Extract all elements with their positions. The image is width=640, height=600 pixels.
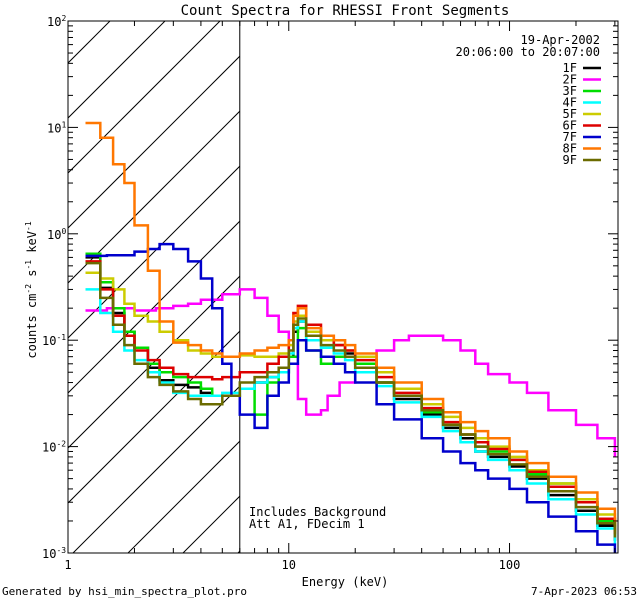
y-tick-label: 102	[47, 14, 66, 29]
footer-timestamp: 7-Apr-2023 06:53	[531, 585, 637, 598]
chart-title: Count Spectra for RHESSI Front Segments	[181, 3, 510, 19]
y-axis-label: counts cm-2 s-1 keV-1	[24, 221, 39, 358]
legend-label-7F: 7F	[563, 130, 577, 144]
legend-label-3F: 3F	[563, 84, 577, 98]
legend-label-6F: 6F	[563, 119, 577, 133]
series-9F	[85, 261, 617, 538]
y-label-sup1: -2	[24, 284, 33, 294]
date-label: 19-Apr-2002	[521, 33, 600, 47]
hatch-line	[68, 21, 111, 64]
hatch-line	[623, 21, 640, 553]
hatch-line	[403, 21, 640, 553]
series-6F	[85, 260, 617, 535]
attenuator-note: Att A1, FDecim 1	[249, 517, 365, 531]
x-tick-label: 1	[64, 558, 71, 572]
x-tick-label: 10	[282, 558, 296, 572]
legend-label-5F: 5F	[563, 107, 577, 121]
hatch-line	[237, 550, 240, 553]
hatch-line	[72, 385, 240, 553]
legend-label-2F: 2F	[563, 73, 577, 87]
legend-label-9F: 9F	[563, 153, 577, 167]
hatch-line	[68, 165, 240, 339]
legend-label-1F: 1F	[563, 61, 577, 75]
hatch-line	[68, 275, 240, 449]
series-5F	[85, 271, 617, 532]
legend-label-4F: 4F	[563, 96, 577, 110]
series-7F	[85, 242, 617, 553]
legend-label-8F: 8F	[563, 142, 577, 156]
hatch-line	[68, 55, 240, 229]
hatch-line	[68, 21, 166, 119]
y-label-sup2: -1	[24, 260, 33, 270]
y-label-mid: s	[25, 270, 39, 284]
hatch-line	[68, 220, 240, 394]
y-label-mid2: keV	[25, 231, 39, 260]
hatch-line	[68, 21, 221, 174]
time-range-label: 20:06:00 to 20:07:00	[456, 45, 601, 59]
y-tick-label: 101	[47, 120, 66, 135]
hatch-line	[68, 110, 240, 284]
y-tick-label: 10-2	[42, 440, 66, 455]
hatch-line	[568, 21, 640, 553]
y-tick-label: 10-3	[42, 546, 66, 561]
axis-ticks: 1 10 100 102 101 100 10-1 10-2 10-3	[42, 14, 618, 572]
generated-by: Generated by hsi_min_spectra_plot.pro	[2, 585, 247, 598]
y-tick-label: 10-1	[42, 333, 66, 348]
hatched-region	[68, 21, 640, 553]
y-tick-label: 100	[47, 227, 66, 242]
x-tick-label: 100	[499, 558, 521, 572]
y-label-sup3: -1	[24, 221, 33, 231]
y-label-main: counts cm	[25, 294, 39, 359]
x-axis-label: Energy (keV)	[302, 575, 389, 589]
hatch-line	[68, 330, 240, 504]
hatch-line	[348, 21, 640, 553]
series-1F	[85, 256, 617, 541]
series-2F	[85, 288, 617, 457]
plot-frame	[67, 20, 619, 554]
hatch-line	[127, 440, 240, 553]
background-note: Includes Background	[249, 505, 386, 519]
hatch-line	[293, 21, 640, 553]
series-layer	[85, 121, 617, 553]
series-8F	[85, 121, 617, 526]
